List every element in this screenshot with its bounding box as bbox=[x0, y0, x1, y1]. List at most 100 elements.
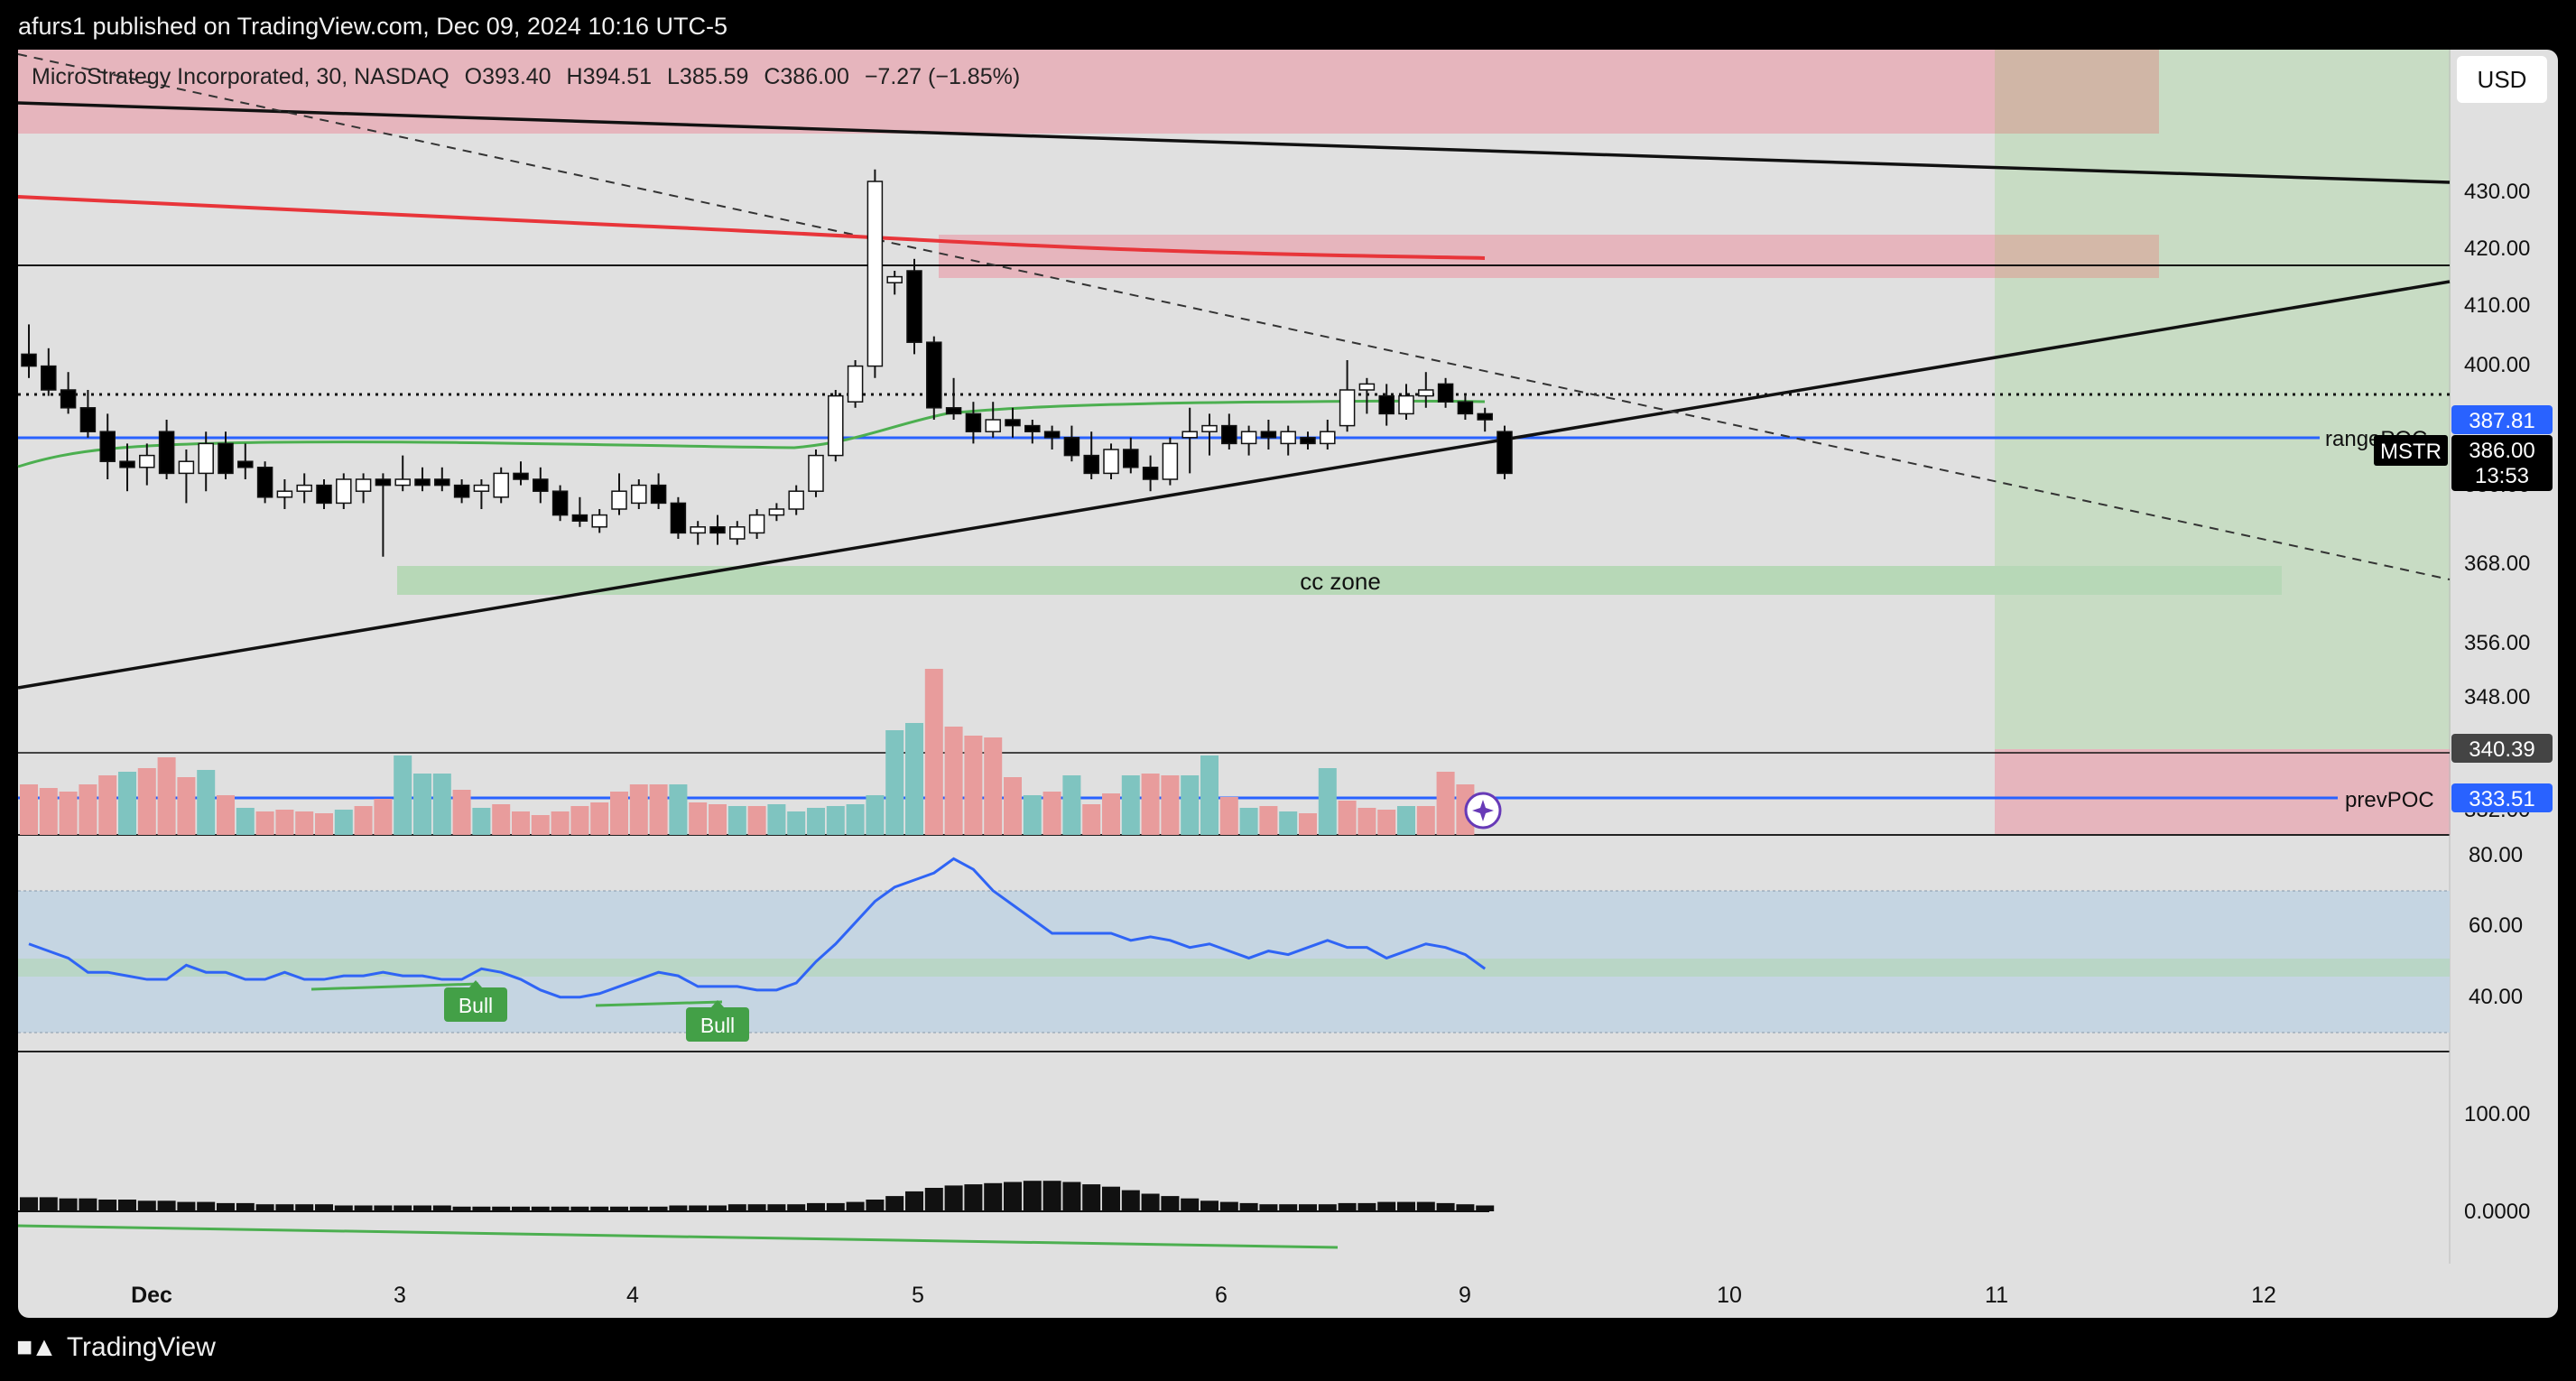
price-tick-430: 430.00 bbox=[2464, 180, 2530, 204]
histogram-bar bbox=[1299, 1204, 1317, 1211]
histogram-bar bbox=[197, 1201, 216, 1211]
volume-bar bbox=[394, 755, 412, 835]
histogram-bar bbox=[1042, 1181, 1061, 1211]
event-marker-icon[interactable] bbox=[1464, 792, 1502, 830]
candle-body bbox=[748, 514, 765, 534]
volume-bar bbox=[1219, 797, 1238, 835]
histogram-bar bbox=[1181, 1198, 1200, 1211]
candle-body bbox=[79, 407, 97, 432]
volume-bar bbox=[1200, 755, 1219, 835]
volume-series bbox=[20, 669, 1475, 835]
candle-body bbox=[1378, 394, 1395, 415]
histogram-bar bbox=[1004, 1182, 1022, 1211]
time-tick-dec: Dec bbox=[131, 1283, 172, 1308]
candle-body bbox=[1280, 431, 1296, 445]
histogram-bar bbox=[79, 1198, 97, 1211]
histogram-bar bbox=[1023, 1181, 1042, 1211]
volume-bar bbox=[472, 808, 491, 835]
candle-body bbox=[828, 394, 844, 457]
histogram-bar bbox=[1338, 1202, 1357, 1211]
candle-body bbox=[1043, 431, 1061, 439]
volume-bar bbox=[944, 727, 963, 835]
volume-bar bbox=[551, 811, 570, 835]
candle-body bbox=[473, 484, 490, 492]
volume-bar bbox=[1416, 806, 1435, 835]
rsi-line bbox=[28, 857, 1487, 999]
candle-body bbox=[1260, 431, 1277, 439]
volume-bar bbox=[610, 792, 628, 835]
histogram-bar bbox=[984, 1182, 1003, 1211]
volume-bar bbox=[413, 774, 431, 835]
histogram-bar bbox=[452, 1206, 471, 1211]
candle-body bbox=[414, 478, 431, 487]
candle-body bbox=[571, 514, 588, 522]
histogram-bar bbox=[295, 1204, 314, 1211]
candle-body bbox=[551, 490, 569, 516]
symbol-legend[interactable]: MicroStrategy Incorporated, 30, NASDAQ O… bbox=[32, 64, 1020, 89]
histogram-bar bbox=[59, 1198, 78, 1211]
candle-body bbox=[611, 490, 627, 510]
volume-bar bbox=[374, 799, 393, 835]
legend-change: −7.27 (−1.85%) bbox=[865, 64, 1020, 89]
bull-label-2: Bull bbox=[686, 1000, 749, 1042]
volume-bar bbox=[275, 810, 294, 835]
histogram-bar bbox=[924, 1188, 943, 1211]
histogram-bar bbox=[1436, 1202, 1455, 1211]
candle-body bbox=[178, 460, 195, 475]
histogram-bar bbox=[944, 1185, 963, 1211]
volume-bar bbox=[295, 811, 314, 835]
volume-bar bbox=[1141, 774, 1160, 835]
bull-label-1: Bull bbox=[444, 980, 507, 1022]
histogram-bar bbox=[551, 1206, 570, 1211]
volume-bar bbox=[1377, 810, 1396, 835]
candlestick-series bbox=[21, 169, 1513, 557]
candle-body bbox=[1240, 431, 1257, 445]
candle-body bbox=[276, 490, 293, 498]
histogram-bar bbox=[1318, 1204, 1337, 1211]
indicator-tick-0: 0.0000 bbox=[2464, 1200, 2530, 1224]
histogram-bar bbox=[826, 1202, 845, 1211]
currency-button[interactable]: USD bbox=[2457, 56, 2547, 103]
last-price-tag: 386.00 13:53 bbox=[2451, 435, 2553, 491]
svg-text:Bull: Bull bbox=[700, 1014, 735, 1037]
histogram-bar bbox=[1219, 1201, 1238, 1211]
histogram-bar bbox=[137, 1200, 156, 1211]
target-zone bbox=[1995, 50, 2451, 749]
target-zone-overlap-top bbox=[1995, 50, 2159, 134]
prev-poc-price-tag: 333.51 bbox=[2451, 783, 2553, 812]
candle-body bbox=[1181, 431, 1198, 439]
candle-body bbox=[1437, 383, 1454, 403]
candle-body bbox=[945, 407, 962, 415]
volume-bar bbox=[1338, 801, 1357, 835]
time-tick-5: 5 bbox=[912, 1283, 924, 1308]
rsi-tick-40: 40.00 bbox=[2469, 985, 2523, 1009]
tradingview-logo-icon: ■▲ bbox=[16, 1332, 58, 1362]
candle-body bbox=[1083, 454, 1099, 475]
histogram-bar bbox=[1456, 1204, 1475, 1211]
cc-zone-label: cc zone bbox=[1300, 568, 1381, 595]
price-tick-400: 400.00 bbox=[2464, 353, 2530, 377]
candle-body bbox=[237, 460, 254, 468]
histogram-bar bbox=[1397, 1201, 1415, 1211]
volume-bar bbox=[1062, 775, 1081, 835]
candle-body bbox=[1358, 383, 1376, 391]
rsi-mid-band bbox=[18, 959, 2450, 977]
volume-bar bbox=[1082, 804, 1101, 835]
volume-bar bbox=[1299, 813, 1317, 835]
volume-bar bbox=[709, 804, 727, 835]
volume-bar bbox=[1279, 811, 1298, 835]
svg-text:MSTR: MSTR bbox=[2380, 440, 2442, 464]
candle-body bbox=[453, 484, 470, 498]
candle-body bbox=[41, 365, 57, 391]
volume-bar bbox=[39, 788, 58, 835]
candle-body bbox=[1063, 437, 1080, 457]
candle-body bbox=[1320, 431, 1336, 445]
histogram-bar bbox=[1121, 1190, 1140, 1211]
histogram-bar bbox=[727, 1204, 746, 1211]
volume-bar bbox=[512, 811, 530, 835]
histogram-bar bbox=[964, 1184, 983, 1211]
volume-bar bbox=[334, 810, 353, 835]
target-zone-overlap-mid bbox=[1995, 235, 2159, 278]
histogram-bar bbox=[275, 1204, 294, 1211]
